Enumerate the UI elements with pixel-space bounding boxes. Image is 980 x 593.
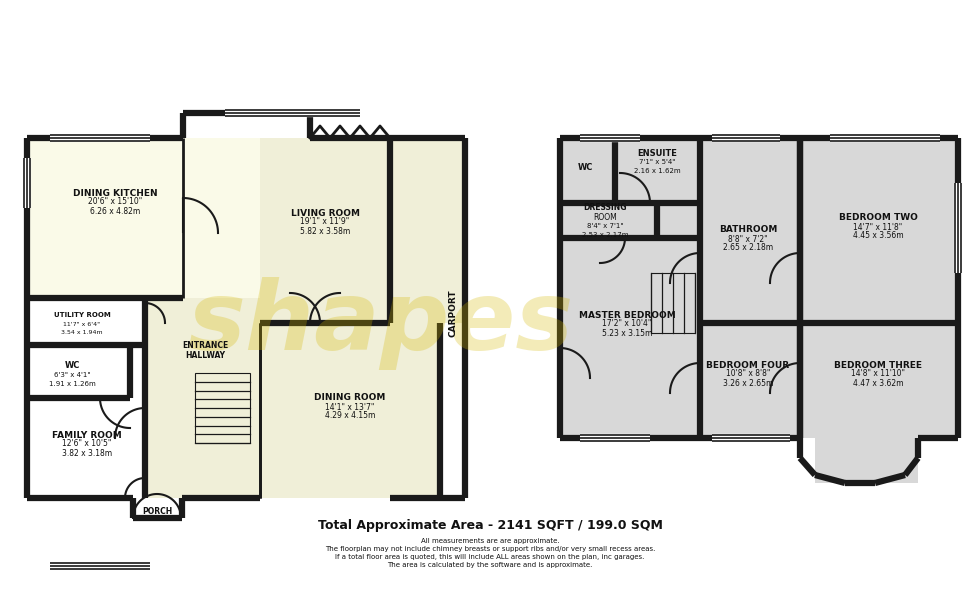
- Text: 6'3" x 4'1": 6'3" x 4'1": [54, 372, 90, 378]
- Text: 8'4" x 7'1": 8'4" x 7'1": [587, 223, 623, 229]
- Bar: [145, 298, 265, 498]
- Text: WC: WC: [65, 362, 79, 371]
- Text: DRESSING: DRESSING: [583, 203, 627, 212]
- Text: Total Approximate Area - 2141 SQFT / 199.0 SQM: Total Approximate Area - 2141 SQFT / 199…: [318, 519, 662, 533]
- Text: CARPORT: CARPORT: [449, 289, 458, 337]
- Text: BEDROOM FOUR: BEDROOM FOUR: [707, 361, 790, 369]
- Text: 8'8" x 7'2": 8'8" x 7'2": [728, 234, 767, 244]
- Bar: [260, 138, 465, 323]
- Bar: [800, 138, 958, 438]
- Text: ENSUITE: ENSUITE: [637, 148, 677, 158]
- Text: 5.82 x 3.58m: 5.82 x 3.58m: [300, 227, 350, 235]
- Text: 1.91 x 1.26m: 1.91 x 1.26m: [49, 381, 95, 387]
- Text: 4.47 x 3.62m: 4.47 x 3.62m: [853, 378, 904, 387]
- Text: WC: WC: [577, 164, 593, 173]
- Bar: [657, 158, 700, 238]
- Text: 4.29 x 4.15m: 4.29 x 4.15m: [324, 412, 375, 420]
- Text: The floorplan may not include chimney breasts or support ribs and/or very small : The floorplan may not include chimney br…: [324, 546, 656, 552]
- Bar: [560, 138, 657, 238]
- Text: ENTRANCE: ENTRANCE: [182, 340, 228, 349]
- Text: FAMILY ROOM: FAMILY ROOM: [52, 431, 122, 439]
- Bar: [700, 138, 800, 438]
- Text: 14'7" x 11'8": 14'7" x 11'8": [854, 222, 903, 231]
- Text: UTILITY ROOM: UTILITY ROOM: [54, 312, 111, 318]
- Text: 3.82 x 3.18m: 3.82 x 3.18m: [62, 448, 112, 458]
- Text: If a total floor area is quoted, this will include ALL areas shown on the plan, : If a total floor area is quoted, this wi…: [335, 554, 645, 560]
- Text: 10'8" x 8'8": 10'8" x 8'8": [726, 369, 770, 378]
- Text: MASTER BEDROOM: MASTER BEDROOM: [578, 311, 675, 320]
- Text: 11'7" x 6'4": 11'7" x 6'4": [64, 321, 101, 327]
- Bar: [27, 138, 260, 298]
- Text: BEDROOM THREE: BEDROOM THREE: [834, 361, 922, 369]
- Text: 14'8" x 11'10": 14'8" x 11'10": [851, 369, 905, 378]
- Text: The area is calculated by the software and is approximate.: The area is calculated by the software a…: [387, 562, 593, 568]
- Text: BATHROOM: BATHROOM: [718, 225, 777, 234]
- Text: PORCH: PORCH: [142, 506, 172, 515]
- Text: HALLWAY: HALLWAY: [185, 350, 225, 359]
- Bar: [560, 238, 700, 438]
- Text: 7'1" x 5'4": 7'1" x 5'4": [639, 159, 675, 165]
- Text: 4.45 x 3.56m: 4.45 x 3.56m: [853, 231, 904, 241]
- Text: 20'6" x 15'10": 20'6" x 15'10": [88, 197, 142, 206]
- Text: 17'2" x 10'4": 17'2" x 10'4": [603, 320, 652, 329]
- Bar: [560, 138, 700, 203]
- Text: 6.26 x 4.82m: 6.26 x 4.82m: [90, 206, 140, 215]
- Bar: [260, 323, 440, 498]
- Bar: [815, 438, 918, 483]
- Text: All measurements are are approximate.: All measurements are are approximate.: [420, 538, 560, 544]
- Text: DINING KITCHEN: DINING KITCHEN: [73, 189, 158, 197]
- Text: 19'1" x 11'9": 19'1" x 11'9": [301, 218, 350, 227]
- Text: 3.26 x 2.65m: 3.26 x 2.65m: [723, 378, 773, 387]
- Text: DINING ROOM: DINING ROOM: [315, 394, 386, 403]
- Text: 3.54 x 1.94m: 3.54 x 1.94m: [61, 330, 103, 336]
- Text: 14'1" x 13'7": 14'1" x 13'7": [325, 403, 374, 412]
- Text: BEDROOM TWO: BEDROOM TWO: [839, 213, 917, 222]
- Text: LIVING ROOM: LIVING ROOM: [290, 209, 360, 218]
- Text: 5.23 x 3.15m: 5.23 x 3.15m: [602, 329, 652, 337]
- Text: 2.53 x 2.17m: 2.53 x 2.17m: [582, 232, 628, 238]
- Text: 2.16 x 1.62m: 2.16 x 1.62m: [634, 168, 680, 174]
- Text: ROOM: ROOM: [593, 212, 616, 222]
- Text: 2.65 x 2.18m: 2.65 x 2.18m: [723, 244, 773, 253]
- Text: 12'6" x 10'5": 12'6" x 10'5": [63, 439, 112, 448]
- Text: shapes: shapes: [187, 276, 573, 369]
- Bar: [195, 373, 250, 443]
- Bar: [651, 273, 695, 333]
